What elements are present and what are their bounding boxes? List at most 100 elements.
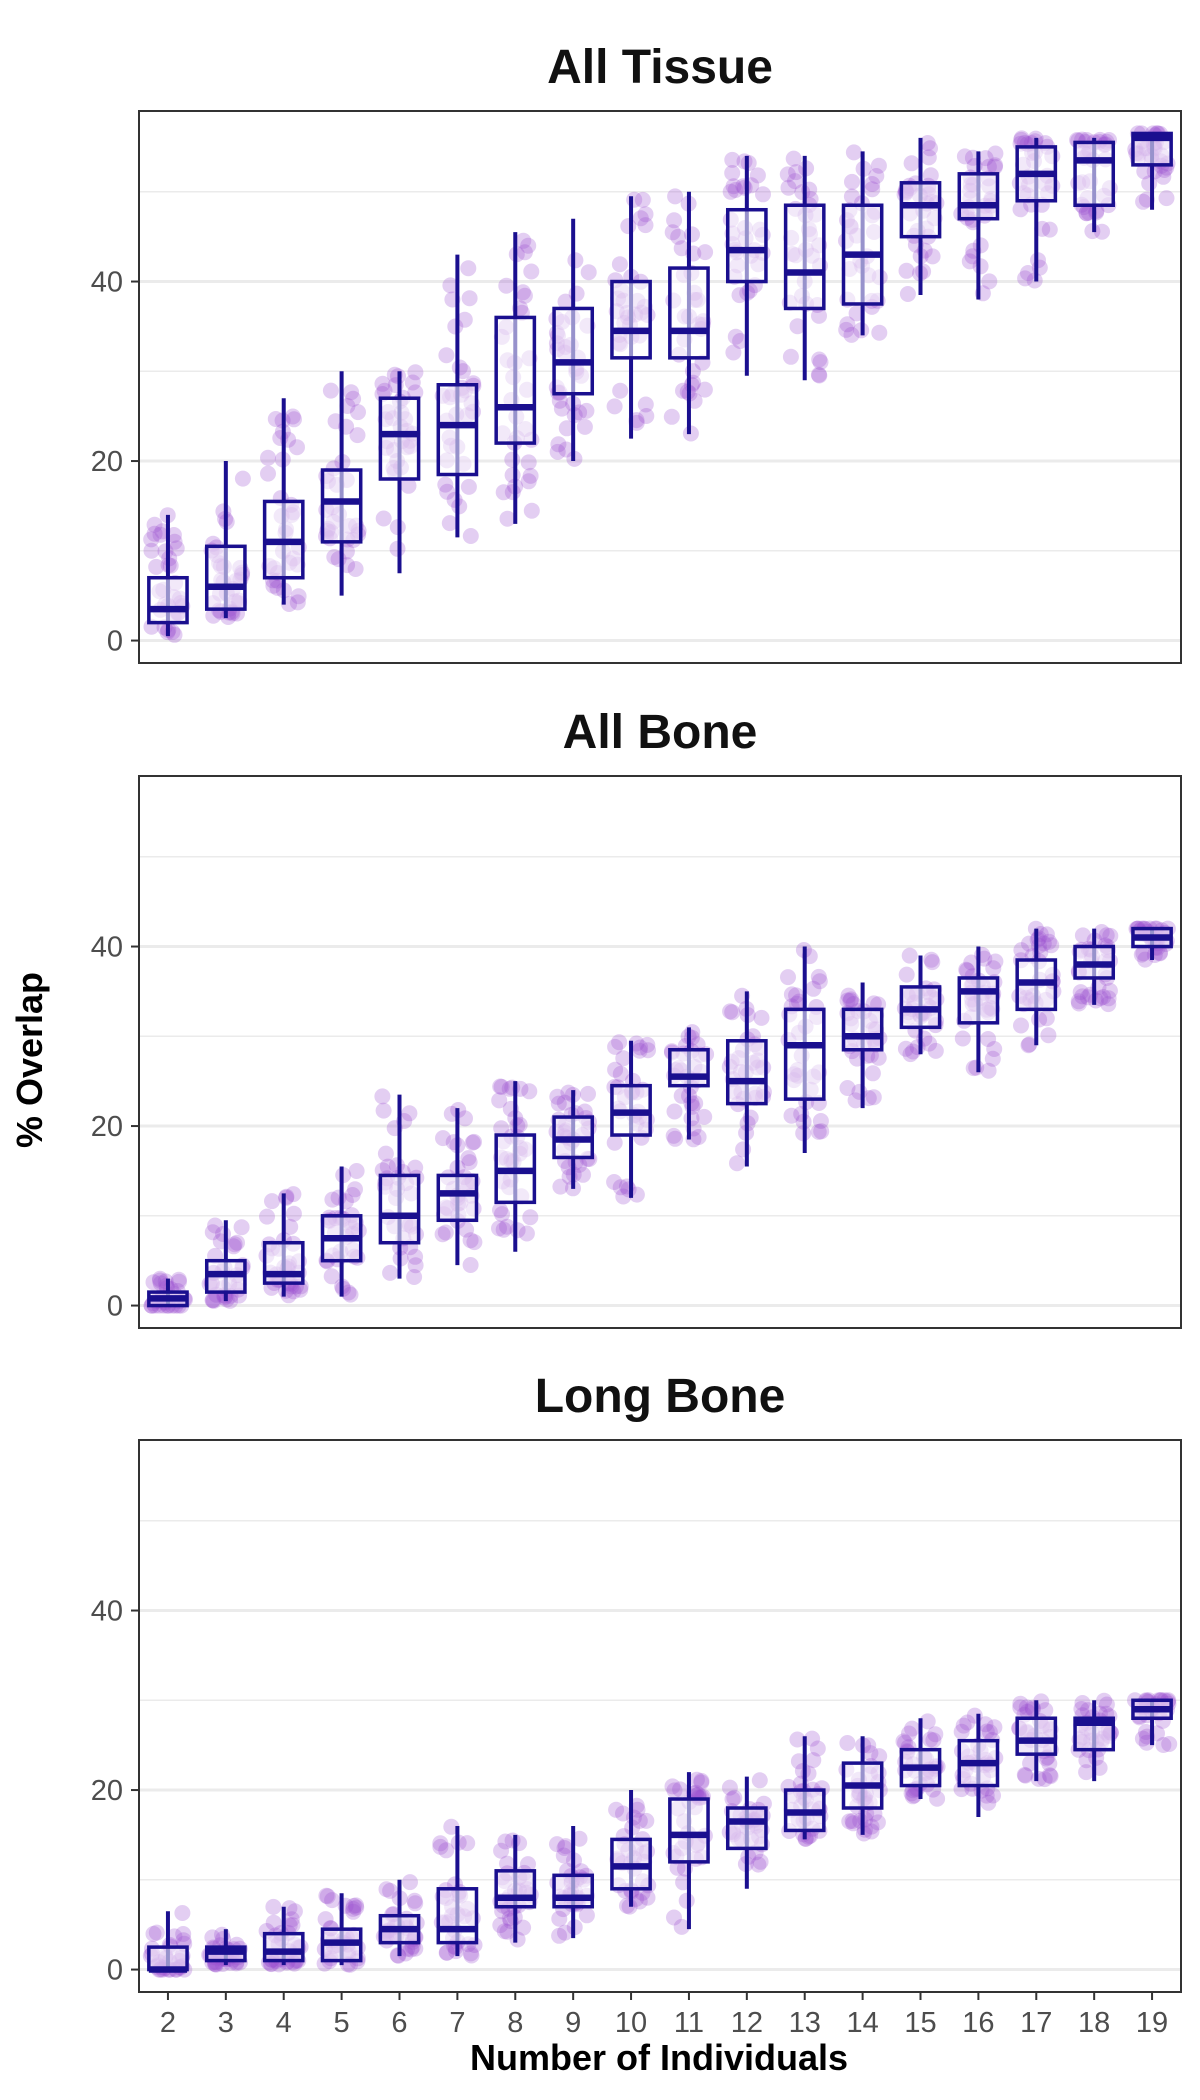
data-point: [264, 1193, 280, 1210]
data-point: [1155, 1737, 1172, 1753]
data-point: [225, 1238, 242, 1255]
data-point: [152, 1270, 168, 1287]
data-point: [606, 1174, 623, 1190]
data-point: [1019, 1703, 1036, 1720]
data-point: [226, 1236, 243, 1253]
data-point: [1016, 1766, 1033, 1783]
data-point: [265, 577, 282, 594]
data-point: [523, 263, 540, 280]
data-point: [810, 366, 827, 383]
data-point: [845, 144, 862, 161]
panel-title: Long Bone: [535, 1370, 786, 1423]
data-point: [520, 1856, 536, 1873]
data-point: [978, 1723, 995, 1740]
data-point: [456, 311, 473, 328]
data-point: [170, 1271, 187, 1288]
box-4: [258, 1186, 309, 1304]
data-point: [631, 1812, 648, 1829]
data-point: [496, 1923, 513, 1940]
data-point: [865, 995, 882, 1012]
data-point: [348, 1899, 365, 1916]
data-point: [843, 188, 860, 205]
data-point: [727, 182, 744, 198]
data-point: [344, 1187, 361, 1203]
data-point: [1012, 1699, 1029, 1716]
data-point: [558, 420, 575, 437]
data-point: [632, 210, 649, 227]
data-point: [847, 1092, 864, 1109]
data-point: [557, 1838, 574, 1855]
data-point: [439, 1944, 455, 1961]
data-point: [898, 262, 915, 279]
data-point: [780, 179, 797, 196]
box-12: [722, 151, 771, 376]
data-point: [285, 1205, 302, 1222]
box-10: [606, 1034, 656, 1205]
data-point: [986, 158, 1003, 175]
data-point: [901, 1725, 917, 1742]
data-point: [863, 1823, 880, 1840]
data-point: [292, 1281, 309, 1298]
data-point: [959, 1714, 976, 1731]
data-point: [985, 960, 1002, 977]
data-point: [906, 1787, 923, 1804]
data-point: [987, 157, 1004, 174]
data-point: [811, 307, 827, 324]
data-point: [664, 224, 681, 241]
box-iqr: [436, 1173, 479, 1223]
data-point: [1161, 1736, 1178, 1752]
data-point: [504, 451, 521, 468]
data-point: [1151, 944, 1168, 961]
data-point: [724, 1004, 741, 1021]
data-point: [464, 1134, 481, 1151]
data-point: [552, 1178, 569, 1195]
data-point: [1031, 1011, 1048, 1028]
data-point: [844, 173, 860, 190]
data-point: [269, 579, 286, 596]
data-point: [520, 237, 537, 254]
box-iqr: [436, 1887, 479, 1945]
data-point: [615, 1188, 632, 1205]
data-point: [1074, 988, 1091, 1005]
data-point: [374, 375, 391, 392]
data-point: [462, 1257, 479, 1273]
data-point: [326, 549, 343, 565]
data-point: [987, 953, 1004, 970]
data-point: [811, 351, 828, 368]
data-point: [460, 1150, 477, 1167]
data-point: [862, 1745, 879, 1762]
data-point: [551, 392, 568, 409]
data-point: [207, 1217, 224, 1234]
x-tick-label: 8: [507, 2007, 523, 2039]
data-point: [375, 1102, 392, 1119]
data-point: [638, 1812, 655, 1829]
data-point: [523, 502, 540, 519]
data-point: [1013, 130, 1030, 147]
data-point: [520, 454, 537, 471]
data-point: [388, 1157, 405, 1174]
x-tick-label: 18: [1078, 2007, 1110, 2039]
data-point: [265, 1898, 282, 1915]
data-point: [494, 1206, 510, 1223]
data-point: [348, 1897, 364, 1914]
data-point: [789, 1731, 806, 1748]
box-3: [201, 1926, 248, 1973]
data-point: [407, 1257, 424, 1274]
data-point: [607, 1038, 624, 1055]
data-point: [571, 1830, 588, 1847]
data-point: [963, 954, 980, 971]
data-point: [324, 1191, 341, 1208]
data-point: [318, 1887, 335, 1904]
data-point: [607, 1061, 624, 1078]
y-tick-label: 40: [91, 267, 123, 299]
data-point: [666, 1909, 682, 1926]
data-point: [868, 168, 885, 184]
data-point: [980, 1794, 997, 1811]
data-point: [289, 439, 305, 456]
data-point: [145, 1925, 162, 1942]
box-5: [316, 1887, 366, 1973]
data-point: [499, 1923, 516, 1940]
data-point: [1079, 1702, 1096, 1719]
data-point: [319, 1888, 336, 1905]
box-2: [142, 1905, 193, 1978]
